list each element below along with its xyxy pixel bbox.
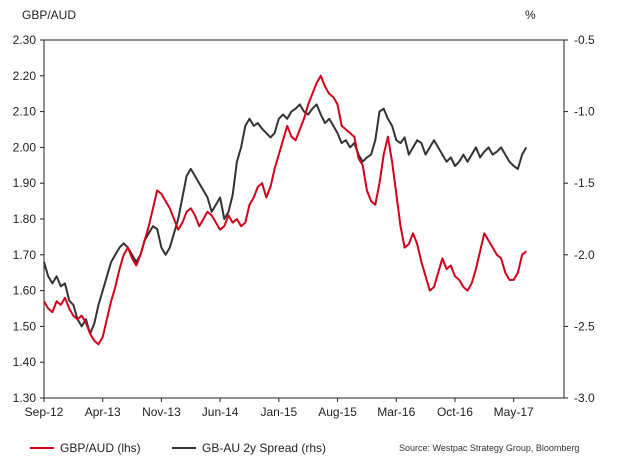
legend-entry-spread: GB-AU 2y Spread (rhs) bbox=[172, 441, 326, 455]
plot-area: 1.30 1.40 1.50 1.60 1.70 1.80 1.90 2.00 2.10 2.20… bbox=[13, 33, 595, 419]
x-tick-label: Jun-14 bbox=[202, 405, 239, 419]
left-tick-label: 2.00 bbox=[13, 140, 37, 154]
x-tick-label: Apr-13 bbox=[85, 405, 121, 419]
left-axis-title: GBP/AUD bbox=[22, 8, 77, 22]
legend-swatch-gbpaud bbox=[30, 447, 54, 449]
x-tick-label: Jan-15 bbox=[260, 405, 297, 419]
left-tick-label: 1.70 bbox=[13, 248, 37, 262]
legend-swatch-spread bbox=[172, 447, 196, 449]
right-tick-label: -0.5 bbox=[574, 33, 595, 47]
right-tick-label: -3.0 bbox=[574, 391, 595, 405]
series-line-spread bbox=[43, 103, 528, 335]
left-tick-label: 1.60 bbox=[13, 284, 37, 298]
left-tick-label: 2.20 bbox=[13, 69, 37, 83]
left-tick-label: 1.80 bbox=[13, 212, 37, 226]
source-note: Source: Westpac Strategy Group, Bloomber… bbox=[399, 443, 580, 453]
left-tick-label: 1.50 bbox=[13, 319, 37, 333]
legend-label-spread: GB-AU 2y Spread (rhs) bbox=[202, 441, 327, 455]
left-tick-label: 2.30 bbox=[13, 33, 37, 47]
right-tick-label: -1.5 bbox=[574, 176, 595, 190]
right-tick-label: -2.0 bbox=[574, 248, 595, 262]
legend-entry-gbpaud: GBP/AUD (lhs) bbox=[30, 441, 141, 455]
plot-frame bbox=[43, 39, 565, 399]
series-line-gbpaud bbox=[43, 74, 527, 346]
left-tick-label: 2.10 bbox=[13, 105, 37, 119]
legend-label-gbpaud: GBP/AUD (lhs) bbox=[60, 441, 141, 455]
left-tick-label: 1.30 bbox=[13, 391, 37, 405]
x-tick-label: Mar-16 bbox=[377, 405, 415, 419]
x-tick-label: Nov-13 bbox=[142, 405, 181, 419]
right-tick-label: -1.0 bbox=[574, 105, 595, 119]
x-tick-label: May-17 bbox=[494, 405, 534, 419]
x-tick-label: Oct-16 bbox=[437, 405, 473, 419]
left-tick-label: 1.90 bbox=[13, 176, 37, 190]
right-axis-title: % bbox=[525, 8, 536, 22]
left-tick-label: 1.40 bbox=[13, 355, 37, 369]
x-tick-label: Sep-12 bbox=[25, 405, 64, 419]
x-tick-label: Aug-15 bbox=[318, 405, 357, 419]
right-tick-label: -2.5 bbox=[574, 319, 595, 333]
